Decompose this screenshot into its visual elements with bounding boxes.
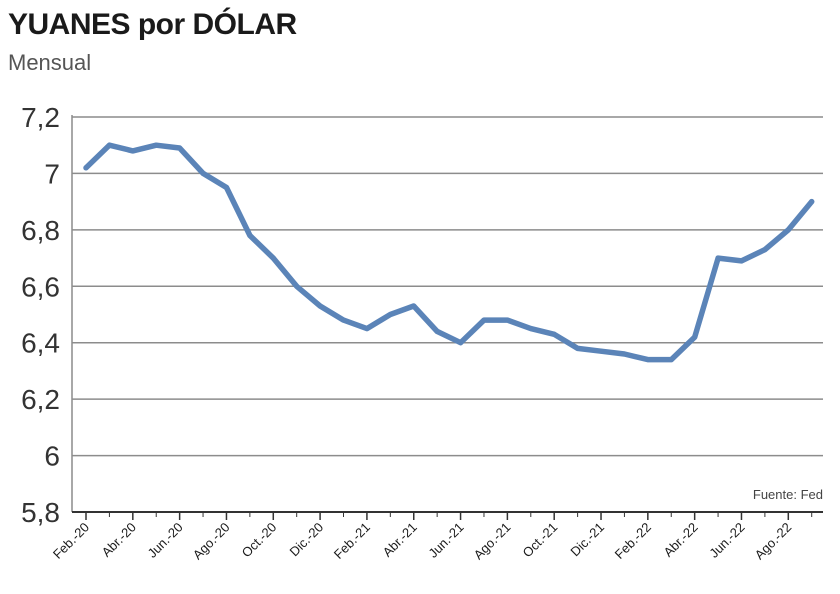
y-tick-label: 6,8	[21, 215, 60, 246]
data-point	[341, 317, 347, 323]
x-tick-label: Abr.-22	[661, 520, 701, 560]
y-tick-label: 5,8	[21, 497, 60, 528]
x-tick-label: Oct.-21	[520, 520, 561, 561]
data-point	[317, 303, 323, 309]
data-point	[177, 145, 183, 151]
x-tick-label: Feb.-22	[612, 520, 654, 562]
x-tick-label: Abr.-21	[380, 520, 420, 560]
data-point	[364, 326, 370, 332]
y-tick-label: 6,6	[21, 271, 60, 302]
data-point	[411, 303, 417, 309]
data-point	[598, 348, 604, 354]
x-tick-label: Ago.-22	[752, 520, 795, 563]
data-point	[785, 227, 791, 233]
data-point	[668, 357, 674, 363]
x-tick-label: Oct.-20	[239, 520, 280, 561]
gridlines	[72, 116, 823, 513]
y-tick-label: 6,4	[21, 328, 60, 359]
y-tick-label: 6,2	[21, 384, 60, 415]
x-axis	[72, 511, 823, 520]
data-point	[223, 185, 229, 191]
x-tick-label: Dic.-21	[567, 520, 607, 560]
x-tick-label: Feb.-21	[331, 520, 373, 562]
data-point	[762, 247, 768, 253]
x-axis-ticks: Feb.-20 Abr.-20 Jun.-20 Ago.-20 Oct.-20 Dic.-…	[50, 520, 795, 563]
chart-title: YUANES por DÓLAR	[8, 8, 297, 41]
x-tick-label: Ago.-21	[471, 520, 514, 563]
data-point	[270, 255, 276, 261]
x-tick-label: Jun.-21	[425, 520, 466, 561]
chart-subtitle: Mensual	[8, 50, 92, 75]
data-point	[434, 328, 440, 334]
data-point	[621, 351, 627, 357]
series-layer	[83, 142, 815, 363]
source-note: Fuente: Fed	[753, 487, 823, 502]
data-point	[575, 345, 581, 351]
y-tick-label: 7	[44, 158, 60, 189]
data-point	[130, 148, 136, 154]
x-tick-label: Ago.-20	[190, 520, 233, 563]
data-point	[200, 170, 206, 176]
data-point	[809, 199, 815, 205]
data-point	[294, 283, 300, 289]
data-point	[387, 312, 393, 317]
y-tick-label: 7,2	[21, 102, 60, 133]
data-point	[458, 340, 464, 346]
data-point	[692, 334, 698, 340]
x-tick-label: Dic.-20	[286, 520, 326, 560]
x-tick-label: Abr.-20	[99, 520, 139, 560]
y-axis-ticks: 7,2 7 6,8 6,6 6,4 6,2 6 5,8	[21, 102, 73, 528]
data-point	[645, 357, 651, 363]
series-line	[83, 142, 815, 363]
data-point	[106, 142, 112, 148]
data-point	[83, 165, 89, 171]
data-point	[551, 331, 557, 337]
data-point	[481, 317, 487, 323]
x-tick-label: Jun.-20	[144, 520, 185, 561]
data-point	[715, 255, 721, 261]
data-point	[247, 233, 253, 238]
data-point	[153, 142, 159, 148]
data-point	[738, 258, 744, 264]
y-tick-label: 6	[44, 441, 60, 472]
data-point	[528, 326, 534, 332]
data-point	[504, 317, 510, 323]
x-tick-label: Jun.-22	[706, 520, 747, 561]
